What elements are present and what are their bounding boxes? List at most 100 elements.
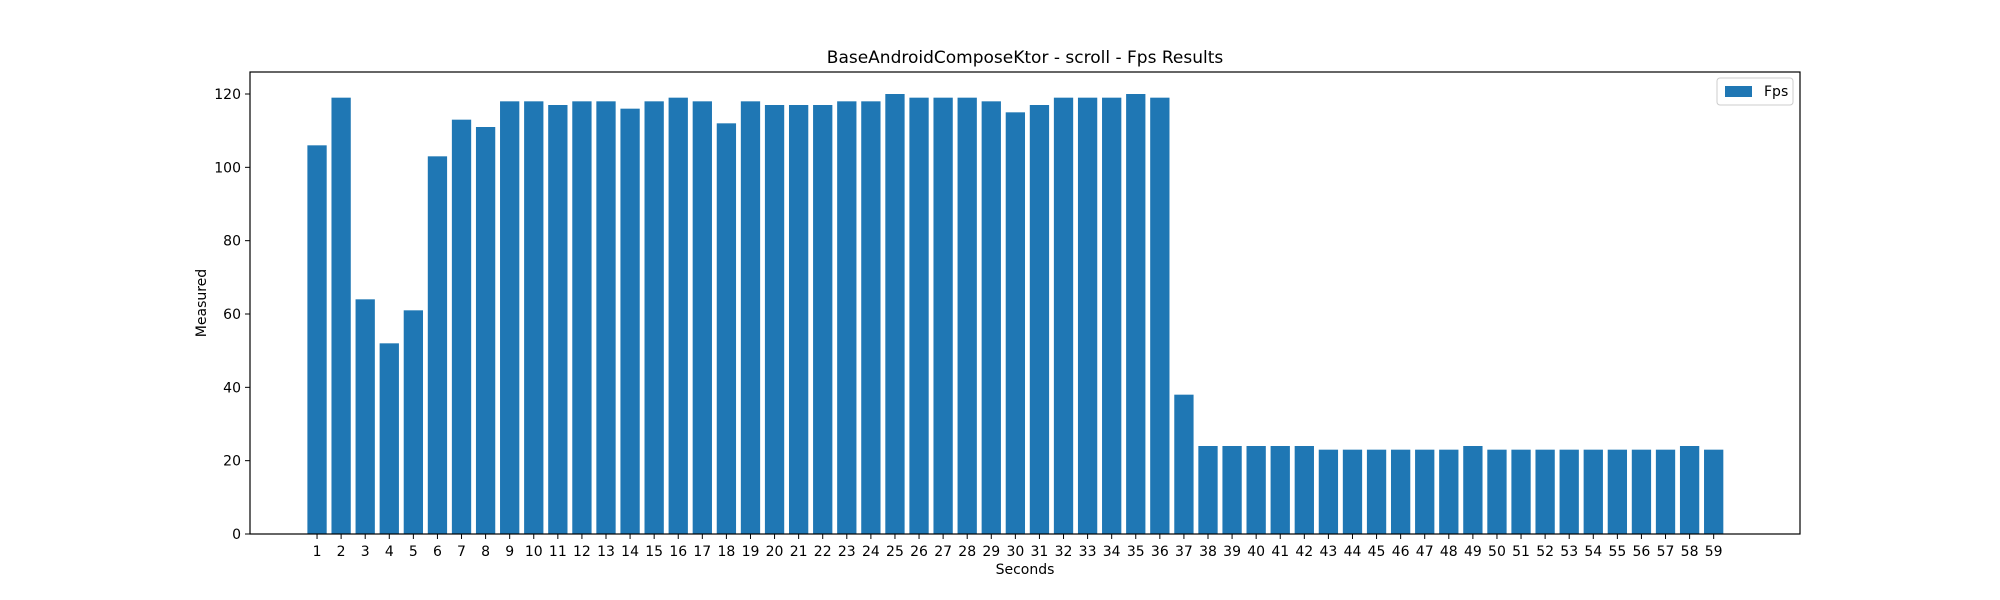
x-tick-label-6: 6	[433, 544, 442, 560]
y-tick-label-40: 40	[223, 380, 241, 396]
x-tick-label-4: 4	[385, 544, 394, 560]
x-tick-label-32: 32	[1055, 544, 1073, 560]
x-tick-label-16: 16	[669, 544, 687, 560]
x-tick-label-14: 14	[621, 544, 639, 560]
x-tick-label-56: 56	[1633, 544, 1651, 560]
x-tick-label-8: 8	[481, 544, 490, 560]
x-tick-label-5: 5	[409, 544, 418, 560]
x-tick-label-1: 1	[313, 544, 322, 560]
x-tick-label-48: 48	[1440, 544, 1458, 560]
bar-1	[307, 145, 327, 534]
legend-box	[1716, 77, 1794, 106]
legend-label-fps: Fps	[1764, 84, 1788, 100]
bars-layer	[307, 94, 1724, 535]
legend-swatch-fps	[1725, 86, 1752, 97]
x-tick-label-43: 43	[1319, 544, 1337, 560]
x-axis-title: Seconds	[996, 562, 1055, 578]
bar-2	[331, 97, 351, 535]
x-tick-label-25: 25	[886, 544, 904, 560]
x-tick-label-13: 13	[597, 544, 615, 560]
bar-44	[1342, 449, 1363, 534]
x-tick-label-38: 38	[1199, 544, 1217, 560]
x-tick-label-28: 28	[958, 544, 976, 560]
x-tick-label-46: 46	[1392, 544, 1410, 560]
x-tick-label-40: 40	[1247, 544, 1265, 560]
x-tick-label-20: 20	[766, 544, 784, 560]
bar-34	[1102, 97, 1122, 535]
bar-51	[1511, 449, 1531, 534]
y-tick-label-120: 120	[214, 87, 241, 103]
x-tick-label-49: 49	[1464, 544, 1482, 560]
bar-52	[1535, 449, 1555, 534]
bar-10	[524, 101, 544, 534]
bar-37	[1174, 394, 1194, 534]
bar-25	[885, 94, 905, 534]
bar-21	[788, 105, 809, 534]
bar-57	[1655, 449, 1676, 534]
bar-4	[379, 343, 399, 534]
x-tick-label-42: 42	[1295, 544, 1313, 560]
x-tick-label-41: 41	[1271, 544, 1289, 560]
bar-27	[933, 97, 953, 535]
bar-54	[1583, 449, 1603, 534]
bar-35	[1126, 94, 1146, 534]
bar-58	[1679, 446, 1700, 534]
y-tick-label-0: 0	[232, 527, 241, 543]
x-axis-ticks: 1 2 3 4 5 6 7 8 9 10 11 12 13 14 15 16 17 18 19 20 21 22 23 24 2…	[313, 534, 1723, 560]
x-tick-label-34: 34	[1103, 544, 1121, 560]
bar-32	[1053, 97, 1074, 535]
bar-19	[740, 101, 761, 534]
bar-50	[1487, 449, 1507, 534]
x-tick-label-31: 31	[1031, 544, 1049, 560]
bar-42	[1294, 446, 1314, 534]
y-tick-label-20: 20	[223, 454, 241, 470]
x-tick-label-10: 10	[525, 544, 543, 560]
bar-26	[909, 97, 929, 535]
bar-33	[1077, 97, 1098, 535]
bar-56	[1631, 449, 1652, 534]
bar-20	[764, 105, 785, 534]
bar-53	[1559, 449, 1579, 534]
x-tick-label-3: 3	[361, 544, 370, 560]
x-tick-label-19: 19	[742, 544, 760, 560]
bar-3	[355, 299, 375, 534]
x-tick-label-17: 17	[693, 544, 711, 560]
bar-49	[1463, 446, 1483, 534]
plot-area-frame	[249, 71, 1801, 535]
x-tick-label-57: 57	[1657, 544, 1675, 560]
x-tick-label-33: 33	[1079, 544, 1097, 560]
bar-43	[1318, 449, 1339, 534]
x-tick-label-44: 44	[1344, 544, 1362, 560]
bar-38	[1198, 446, 1218, 534]
x-tick-label-24: 24	[862, 544, 880, 560]
x-tick-label-23: 23	[838, 544, 856, 560]
bar-36	[1150, 97, 1170, 535]
x-tick-label-18: 18	[717, 544, 735, 560]
chart-title: BaseAndroidComposeKtor - scroll - Fps Re…	[827, 48, 1224, 68]
bar-18	[716, 123, 737, 534]
x-tick-label-12: 12	[573, 544, 591, 560]
x-tick-label-30: 30	[1006, 544, 1024, 560]
bar-16	[668, 97, 688, 535]
x-tick-label-50: 50	[1488, 544, 1506, 560]
bar-11	[548, 105, 568, 534]
legend: Fps	[1716, 77, 1794, 106]
x-tick-label-45: 45	[1368, 544, 1386, 560]
bar-28	[957, 97, 977, 535]
x-tick-label-21: 21	[790, 544, 808, 560]
y-tick-label-100: 100	[214, 160, 241, 176]
bar-22	[813, 105, 833, 534]
x-tick-label-52: 52	[1536, 544, 1554, 560]
bar-13	[596, 101, 616, 534]
bar-47	[1415, 449, 1435, 534]
bar-30	[1005, 112, 1026, 534]
x-tick-label-29: 29	[982, 544, 1000, 560]
bar-15	[644, 101, 664, 534]
bar-8	[475, 127, 496, 534]
bar-45	[1366, 449, 1387, 534]
bar-59	[1704, 449, 1724, 534]
bar-39	[1222, 446, 1242, 534]
bar-5	[403, 310, 424, 534]
x-tick-label-9: 9	[505, 544, 514, 560]
